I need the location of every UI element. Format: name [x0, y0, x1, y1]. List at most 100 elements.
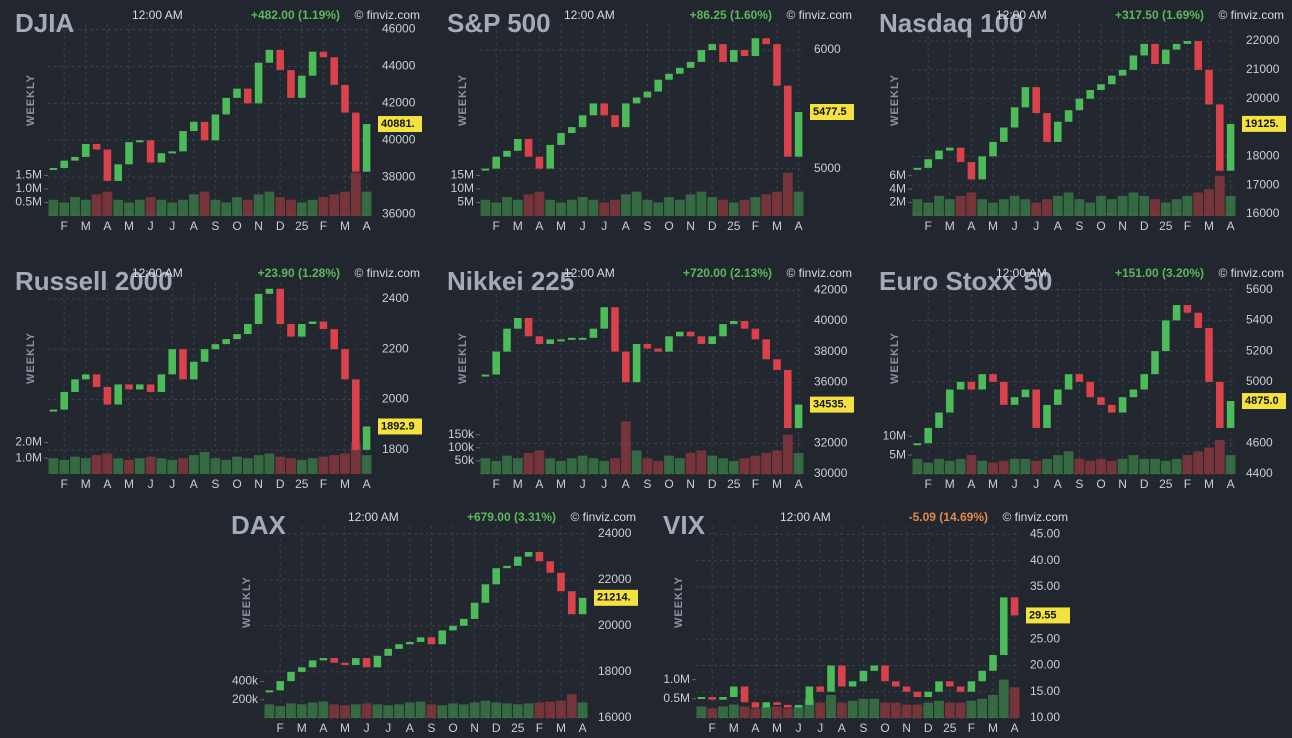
- volume-bar: [361, 703, 372, 718]
- candle: [503, 565, 511, 569]
- candle: [1194, 312, 1202, 329]
- volume-bar: [1096, 195, 1106, 216]
- x-tick-label: M: [988, 477, 998, 491]
- x-tick-label: S: [643, 477, 651, 491]
- candle: [654, 79, 662, 92]
- volume-bar: [955, 195, 966, 216]
- volume-tick-label: 100k: [448, 440, 475, 454]
- volume-bar: [491, 202, 502, 216]
- volume-bar: [977, 698, 988, 718]
- volume-bar: [588, 458, 599, 474]
- y-tick-label: 5200: [1246, 343, 1273, 357]
- candle: [352, 112, 360, 172]
- volume-bar: [1009, 687, 1020, 718]
- candle: [524, 552, 533, 557]
- volume-bar: [793, 706, 804, 718]
- candle: [773, 702, 781, 705]
- x-tick-label: D: [708, 477, 717, 491]
- x-tick-label: 25: [511, 721, 525, 735]
- volume-bar: [264, 704, 275, 718]
- volume-bar: [437, 705, 448, 718]
- y-tick-label: 22000: [598, 572, 632, 586]
- candle: [330, 329, 338, 350]
- volume-bar: [577, 702, 588, 718]
- candle: [136, 140, 144, 143]
- candle: [352, 379, 360, 450]
- volume-bar: [426, 704, 437, 718]
- plot-area: [48, 24, 372, 216]
- volume-bar: [772, 706, 782, 718]
- candle: [222, 339, 230, 345]
- x-tick-label: J: [796, 721, 802, 735]
- x-tick-label: A: [1054, 477, 1062, 491]
- x-tick-label: S: [427, 721, 435, 735]
- candle: [1140, 374, 1148, 390]
- x-tick-label: A: [535, 219, 543, 233]
- x-tick-label: A: [190, 477, 198, 491]
- volume-bar: [523, 453, 534, 474]
- plot-area: [48, 282, 372, 474]
- candle: [1032, 87, 1040, 114]
- candle: [967, 381, 976, 390]
- candle: [524, 138, 533, 157]
- volume-bar: [577, 197, 588, 216]
- candle: [200, 349, 209, 362]
- candle: [1064, 110, 1073, 122]
- y-tick-label: 2000: [382, 392, 409, 406]
- candle: [773, 44, 781, 86]
- volume-bar: [631, 450, 642, 474]
- volume-bar: [534, 450, 545, 474]
- volume-bar: [782, 172, 793, 216]
- time: 12:00 AM: [996, 8, 1047, 22]
- chart-title: Nikkei 225: [447, 266, 574, 296]
- volume-bar: [1128, 192, 1139, 216]
- volume-bar: [242, 458, 253, 474]
- volume-bar: [1117, 458, 1128, 474]
- candle: [978, 374, 986, 390]
- x-tick-label: A: [363, 219, 371, 233]
- volume-bar: [102, 453, 113, 474]
- volume-bar: [653, 460, 664, 474]
- candle: [1054, 389, 1062, 405]
- candle: [719, 44, 727, 62]
- volume-bar: [523, 194, 534, 216]
- volume-bar: [199, 191, 210, 216]
- volume-bar: [361, 191, 372, 216]
- change: +482.00 (1.19%): [251, 8, 340, 22]
- x-tick-label: F: [709, 721, 716, 735]
- volume-bar: [1139, 195, 1150, 216]
- y-tick-label: 10.00: [1030, 710, 1060, 724]
- volume-bar: [793, 191, 804, 216]
- volume-bar: [988, 202, 998, 216]
- volume-bar: [512, 458, 523, 474]
- candle: [578, 597, 587, 615]
- x-tick-label: A: [535, 477, 543, 491]
- volume-bar: [113, 458, 124, 474]
- volume-bar: [1074, 458, 1085, 474]
- volume-bar: [329, 194, 340, 216]
- period: WEEKLY: [457, 74, 469, 126]
- x-tick-label: 25: [727, 477, 741, 491]
- candle: [708, 336, 716, 344]
- volume-bar: [59, 459, 70, 474]
- chart-title: Russell 2000: [15, 266, 173, 296]
- volume-bar: [199, 451, 210, 474]
- volume-bar: [858, 698, 869, 718]
- y-tick-label: 42000: [814, 283, 848, 297]
- volume-bar: [1052, 455, 1063, 474]
- volume-bar: [210, 458, 221, 474]
- candle: [200, 121, 209, 141]
- volume-bar: [998, 679, 1009, 718]
- candle: [168, 151, 176, 154]
- volume-bar: [188, 455, 199, 474]
- candle: [1043, 113, 1051, 142]
- candle: [211, 344, 220, 350]
- price-label: 21214.: [597, 592, 631, 604]
- candle: [308, 321, 317, 325]
- candle: [1205, 69, 1213, 105]
- candle: [481, 168, 490, 171]
- volume-bar: [793, 453, 804, 474]
- x-tick-label: A: [795, 219, 803, 233]
- period: WEEKLY: [25, 332, 37, 384]
